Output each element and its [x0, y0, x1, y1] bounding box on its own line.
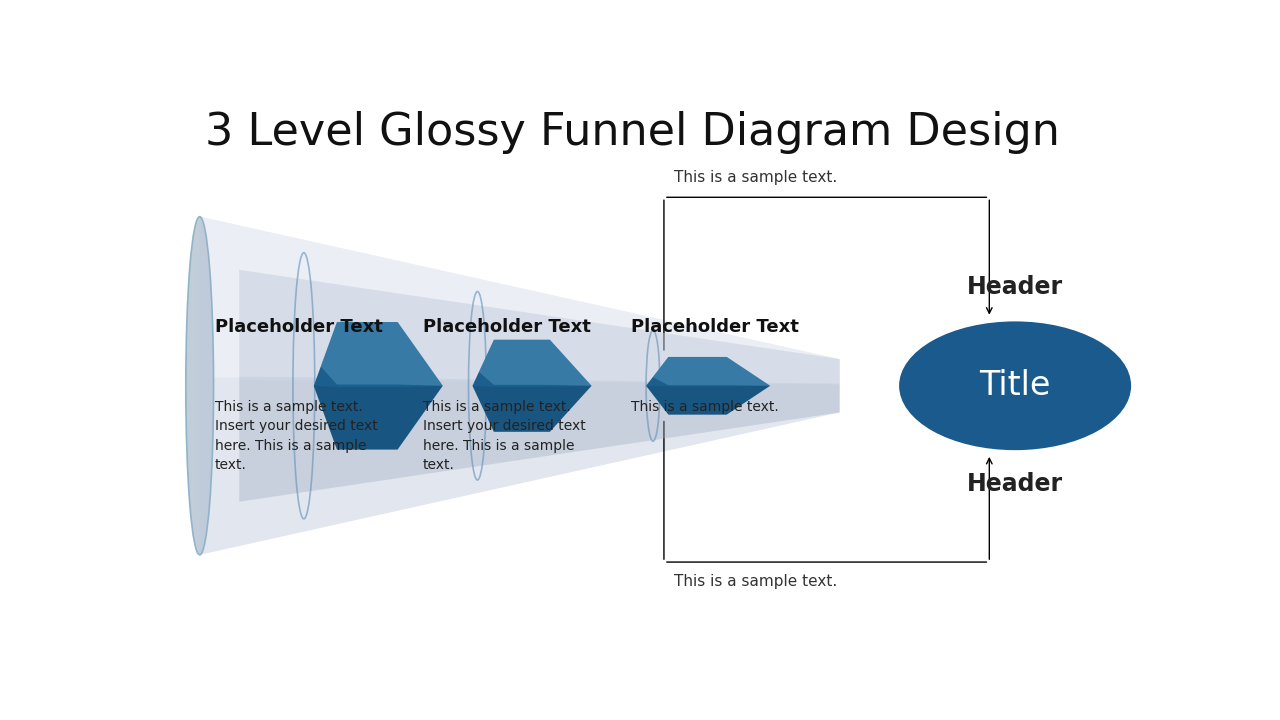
Text: Placeholder Text: Placeholder Text [215, 318, 383, 336]
Polygon shape [646, 357, 771, 415]
Polygon shape [472, 340, 591, 432]
Polygon shape [239, 270, 840, 502]
Ellipse shape [186, 217, 214, 555]
Polygon shape [472, 386, 591, 432]
Text: Header: Header [968, 472, 1064, 497]
Polygon shape [646, 386, 771, 415]
Polygon shape [314, 322, 443, 449]
Text: This is a sample text.: This is a sample text. [673, 575, 837, 589]
Text: This is a sample text.: This is a sample text. [631, 400, 780, 413]
Polygon shape [314, 386, 443, 449]
Polygon shape [479, 340, 591, 386]
Text: This is a sample text.
Insert your desired text
here. This is a sample
text.: This is a sample text. Insert your desir… [422, 400, 586, 472]
Text: Placeholder Text: Placeholder Text [631, 318, 799, 336]
Polygon shape [200, 217, 840, 384]
Circle shape [899, 320, 1133, 451]
Text: This is a sample text.
Insert your desired text
here. This is a sample
text.: This is a sample text. Insert your desir… [215, 400, 378, 472]
Text: This is a sample text.: This is a sample text. [673, 170, 837, 185]
Text: Title: Title [979, 369, 1051, 402]
Polygon shape [653, 357, 771, 386]
Polygon shape [239, 270, 840, 384]
Text: 3 Level Glossy Funnel Diagram Design: 3 Level Glossy Funnel Diagram Design [205, 112, 1060, 154]
Polygon shape [239, 377, 840, 502]
Text: Placeholder Text: Placeholder Text [422, 318, 591, 336]
Text: Header: Header [968, 275, 1064, 299]
Polygon shape [200, 217, 840, 555]
Polygon shape [321, 322, 443, 386]
